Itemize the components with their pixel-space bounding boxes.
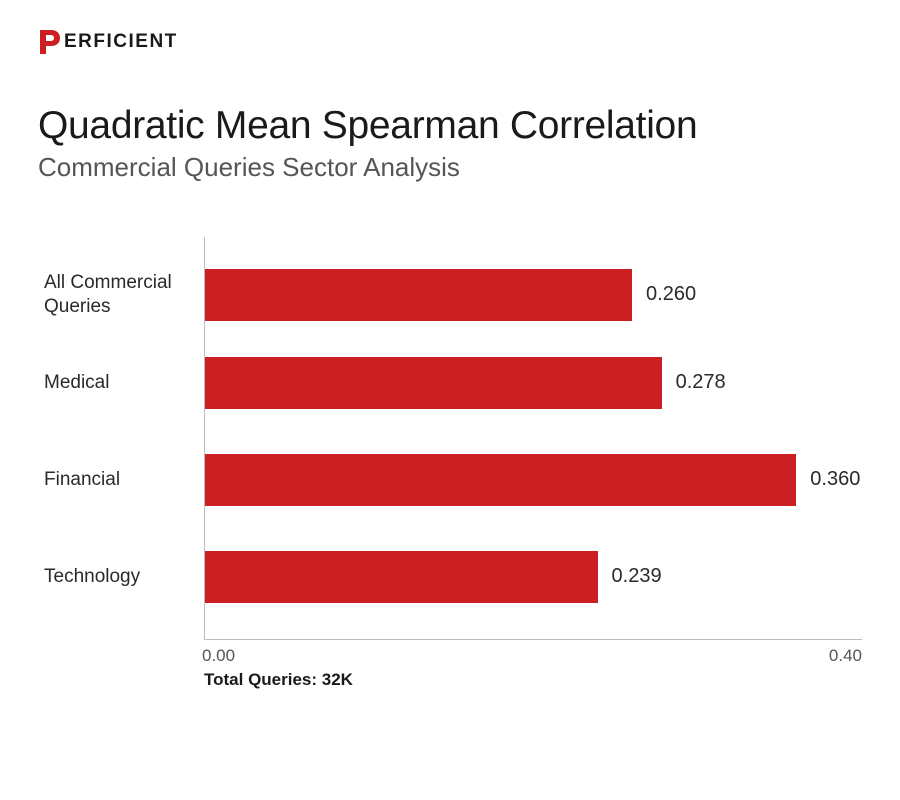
- logo-mark-icon: [38, 28, 62, 56]
- brand-logo: ERFICIENT: [38, 28, 862, 56]
- bar: [205, 357, 662, 409]
- bar-row: 0.278: [205, 334, 862, 431]
- bars-container: 0.260 0.278 0.360 0.239: [205, 237, 862, 639]
- bar: [205, 454, 796, 506]
- bar-row: 0.260: [205, 237, 862, 334]
- bar-value-label: 0.260: [646, 283, 696, 306]
- bar-row: 0.239: [205, 528, 862, 625]
- category-label: Medical: [44, 334, 204, 431]
- bar-row: 0.360: [205, 431, 862, 528]
- x-ticks: 0.00 0.40: [204, 640, 862, 666]
- bar: [205, 269, 632, 321]
- chart-title: Quadratic Mean Spearman Correlation: [38, 104, 862, 148]
- plot-area: 0.260 0.278 0.360 0.239: [204, 237, 862, 639]
- bar-value-label: 0.278: [676, 371, 726, 394]
- chart-area: All Commercial QueriesMedicalFinancialTe…: [38, 237, 862, 639]
- x-axis: 0.00 0.40: [204, 639, 862, 666]
- category-label: Technology: [44, 528, 204, 625]
- footnote: Total Queries: 32K: [204, 670, 862, 690]
- bar-value-label: 0.239: [612, 565, 662, 588]
- category-label: All Commercial Queries: [44, 237, 204, 334]
- bar: [205, 551, 598, 603]
- category-label: Financial: [44, 431, 204, 528]
- logo-text: ERFICIENT: [64, 31, 178, 53]
- x-tick-label: 0.40: [829, 646, 862, 666]
- y-axis-labels: All Commercial QueriesMedicalFinancialTe…: [44, 237, 204, 639]
- chart-subtitle: Commercial Queries Sector Analysis: [38, 152, 862, 183]
- x-tick-label: 0.00: [202, 646, 235, 666]
- bar-value-label: 0.360: [810, 468, 860, 491]
